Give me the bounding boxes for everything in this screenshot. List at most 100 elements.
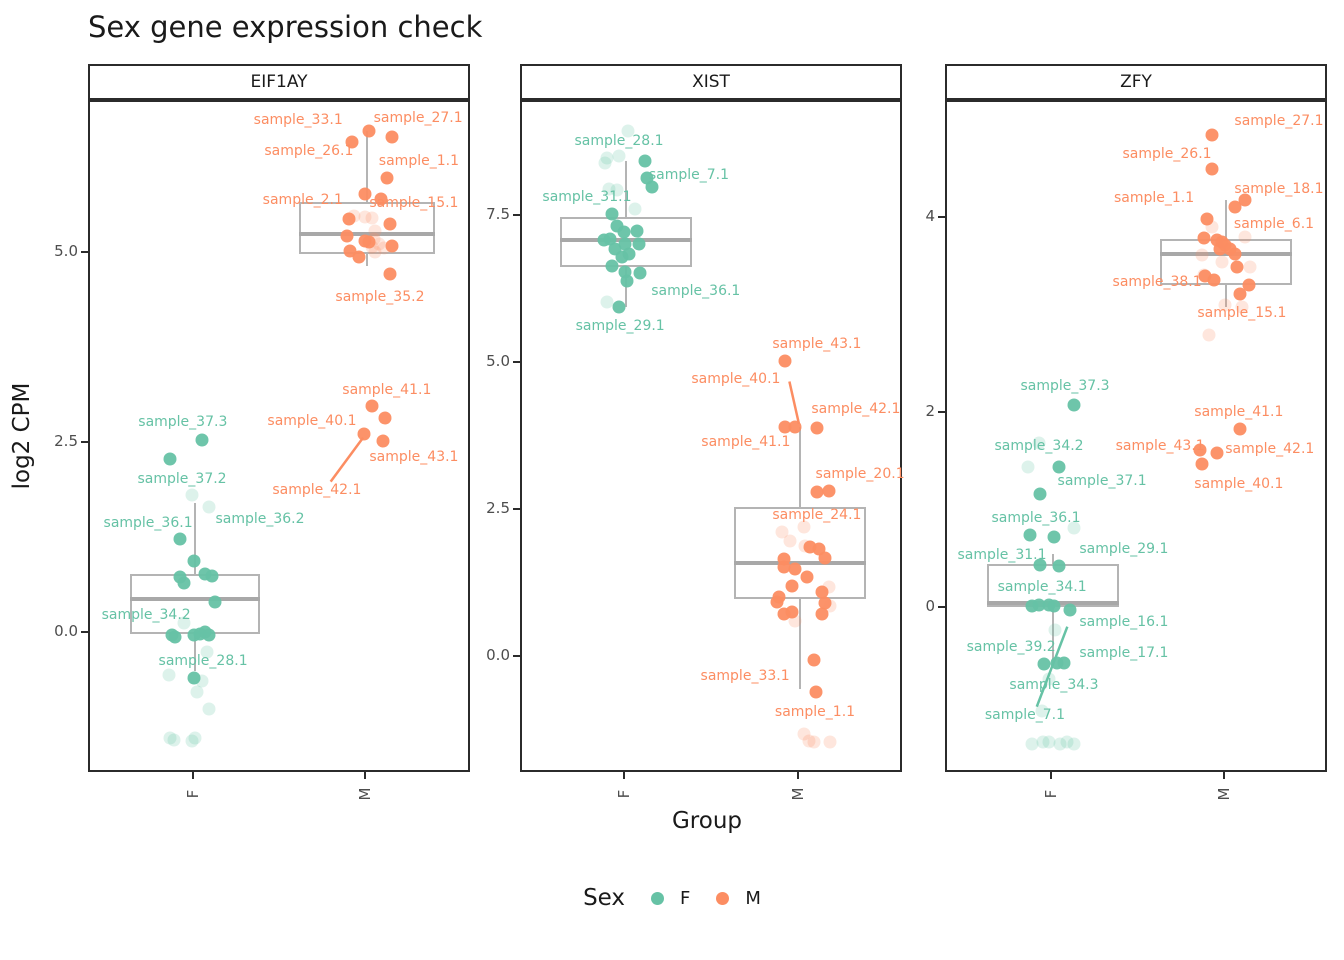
repel-label: sample_26.1 — [264, 142, 354, 159]
data-point-m — [1200, 212, 1214, 226]
repel-label: sample_31.1 — [957, 546, 1047, 563]
data-point-f — [1063, 603, 1077, 617]
data-point-f — [190, 685, 204, 699]
data-point-m — [797, 520, 811, 534]
data-point-f — [1036, 735, 1050, 749]
data-point-m — [1230, 260, 1244, 274]
data-point-f — [603, 232, 617, 246]
data-point-m — [1215, 255, 1229, 269]
whisker-upper — [1224, 199, 1227, 239]
repel-label: sample_41.1 — [1194, 404, 1284, 421]
data-point-m — [1235, 300, 1249, 314]
y-tick-mark — [513, 213, 520, 216]
data-point-m — [378, 411, 392, 425]
data-point-m — [1195, 457, 1209, 471]
data-point-m — [1197, 231, 1211, 245]
data-point-f — [1042, 672, 1056, 686]
data-point-m — [775, 525, 789, 539]
facet-strip-xist: XIST — [520, 64, 902, 100]
data-point-m — [383, 267, 397, 281]
data-point-f — [208, 595, 222, 609]
repel-label: sample_37.1 — [1057, 473, 1147, 490]
y-tick-label: 0.0 — [486, 646, 510, 665]
x-tick-label: F — [1041, 789, 1060, 799]
whisker-upper — [624, 160, 627, 217]
data-point-f — [605, 207, 619, 221]
repel-label: sample_41.1 — [342, 381, 432, 398]
repel-label: sample_42.1 — [811, 401, 901, 418]
facet-panel-xist: sample_28.1 sample_7.1 sample_31.1 sample_3… — [520, 100, 905, 772]
data-point-m — [807, 653, 821, 667]
repel-label: sample_20.1 — [815, 465, 905, 482]
data-point-m — [1193, 443, 1207, 457]
data-point-f — [1067, 737, 1081, 751]
data-point-f — [1060, 735, 1074, 749]
data-point-f — [1057, 656, 1071, 670]
y-tick-mark — [81, 250, 88, 253]
whisker-lower — [194, 633, 197, 672]
y-tick-mark — [513, 507, 520, 510]
data-point-m — [797, 727, 811, 741]
x-tick-label: F — [614, 789, 633, 799]
data-point-f — [620, 274, 634, 288]
repel-label: sample_38.1 — [1112, 274, 1202, 291]
data-point-f — [600, 295, 614, 309]
repel-label: sample_39.2 — [966, 639, 1056, 656]
facet-panel-eif1ay: sample_33.1 sample_27.1 sample_26.1 sample_… — [88, 100, 470, 772]
data-point-m — [1207, 273, 1221, 287]
data-point-m — [823, 735, 837, 749]
data-point-f — [187, 671, 201, 685]
repel-label: sample_7.1 — [984, 707, 1066, 724]
data-point-m — [358, 210, 372, 224]
data-point-f — [632, 237, 646, 251]
repel-label: sample_40.1 — [267, 412, 357, 429]
data-point-m — [362, 235, 376, 249]
y-tick-mark — [81, 630, 88, 633]
data-point-m — [1205, 128, 1219, 142]
repel-label: sample_26.1 — [1122, 145, 1212, 162]
data-point-m — [1228, 247, 1242, 261]
data-point-m — [1213, 242, 1227, 256]
repel-label: sample_34.3 — [1009, 677, 1099, 694]
data-point-f — [1067, 521, 1081, 535]
data-point-f — [612, 300, 626, 314]
data-point-m — [815, 585, 829, 599]
data-point-m — [809, 685, 823, 699]
repel-label: sample_27.1 — [1234, 112, 1324, 129]
y-tick-label: 0.0 — [54, 621, 78, 640]
median-line — [734, 560, 866, 565]
y-axis-title: log2 CPM — [9, 382, 35, 490]
data-point-m — [788, 562, 802, 576]
y-tick-label: 4 — [925, 207, 935, 226]
data-point-f — [628, 202, 642, 215]
data-point-f — [1033, 558, 1047, 572]
data-point-f — [610, 183, 624, 197]
y-tick-mark — [938, 411, 945, 414]
repel-label: sample_37.3 — [1020, 377, 1110, 394]
repel-label: sample_33.1 — [253, 112, 343, 129]
plot-title: Sex gene expression check — [88, 10, 483, 44]
data-point-m — [788, 420, 802, 434]
box-f — [130, 574, 260, 634]
data-point-f — [185, 734, 199, 748]
leader-line — [788, 381, 801, 425]
x-tick-label: F — [184, 789, 203, 799]
data-point-m — [815, 607, 829, 621]
whisker-upper — [365, 130, 368, 203]
data-point-m — [357, 427, 371, 441]
repel-label: sample_29.1 — [575, 317, 665, 334]
data-point-f — [205, 569, 219, 583]
repel-label: sample_34.1 — [997, 578, 1087, 595]
repel-label: sample_34.2 — [101, 607, 191, 624]
repel-label: sample_29.1 — [1079, 540, 1169, 557]
data-point-m — [1205, 162, 1219, 176]
repel-label: sample_40.1 — [691, 370, 781, 387]
data-point-f — [1032, 436, 1046, 450]
repel-label: sample_1.1 — [774, 704, 856, 721]
y-tick-mark — [938, 216, 945, 219]
repel-label: sample_35.2 — [335, 289, 425, 306]
y-tick-label: 5.0 — [486, 351, 510, 370]
data-point-m — [376, 434, 390, 448]
data-point-f — [162, 668, 176, 682]
facet-strip-eif1ay: EIF1AY — [88, 64, 470, 100]
